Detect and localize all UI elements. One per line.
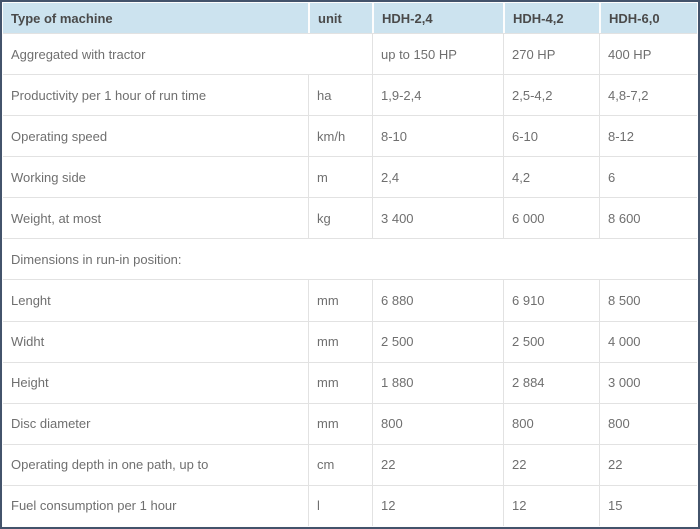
unit-cell: km/h: [308, 115, 372, 157]
value-cell: 1,9-2,4: [372, 74, 503, 116]
value-cell: 6-10: [503, 115, 599, 157]
value-cell: 3 000: [599, 361, 697, 403]
value-cell: 2 500: [372, 320, 503, 362]
table-row: Aggregated with tractor up to 150 HP 270 H…: [3, 33, 697, 75]
table-header: Type of machine unit HDH-2,4 HDH-4,2 HDH…: [3, 3, 697, 33]
col-header-unit: unit: [308, 3, 372, 33]
row-label-cell: Widht: [3, 320, 308, 362]
value-cell: 800: [503, 402, 599, 444]
value-cell: 22: [503, 443, 599, 485]
value-cell: 2,4: [372, 156, 503, 198]
value-cell: 12: [372, 484, 503, 526]
row-label-cell: Fuel consumption per 1 hour: [3, 484, 308, 526]
unit-cell: cm: [308, 443, 372, 485]
value-cell: 2 500: [503, 320, 599, 362]
header-row: Type of machine unit HDH-2,4 HDH-4,2 HDH…: [3, 3, 697, 33]
value-cell: 8-12: [599, 115, 697, 157]
value-cell: 15: [599, 484, 697, 526]
machine-specs-table: Type of machine unit HDH-2,4 HDH-4,2 HDH…: [3, 3, 697, 526]
unit-cell: kg: [308, 197, 372, 239]
unit-cell: l: [308, 484, 372, 526]
table-row: Weight, at most kg 3 400 6 000 8 600: [3, 197, 697, 239]
value-cell: 8 500: [599, 279, 697, 321]
value-cell: 6 910: [503, 279, 599, 321]
table-row: Operating speed km/h 8-10 6-10 8-12: [3, 115, 697, 157]
table-row: Disc diameter mm 800 800 800: [3, 402, 697, 444]
unit-cell: mm: [308, 320, 372, 362]
value-cell: 3 400: [372, 197, 503, 239]
value-cell: 6 000: [503, 197, 599, 239]
row-label-cell: Disc diameter: [3, 402, 308, 444]
unit-cell: mm: [308, 279, 372, 321]
table-row: Productivity per 1 hour of run time ha 1,9…: [3, 74, 697, 116]
value-cell: 4,2: [503, 156, 599, 198]
section-row: Dimensions in run-in position:: [3, 238, 697, 280]
value-cell: 6: [599, 156, 697, 198]
value-cell: 270 HP: [503, 33, 599, 75]
value-cell: 4 000: [599, 320, 697, 362]
section-label-cell: Dimensions in run-in position:: [3, 238, 697, 280]
table-body: Aggregated with tractor up to 150 HP 270 H…: [3, 33, 697, 526]
row-label-cell: Productivity per 1 hour of run time: [3, 74, 308, 116]
value-cell: 22: [599, 443, 697, 485]
unit-cell: mm: [308, 402, 372, 444]
row-label-cell: Operating speed: [3, 115, 308, 157]
value-cell: 2,5-4,2: [503, 74, 599, 116]
value-cell: 4,8-7,2: [599, 74, 697, 116]
value-cell: 1 880: [372, 361, 503, 403]
table-row: Widht mm 2 500 2 500 4 000: [3, 320, 697, 362]
table-row: Operating depth in one path, up to cm 22 22…: [3, 443, 697, 485]
row-label-cell: Working side: [3, 156, 308, 198]
value-cell: 8 600: [599, 197, 697, 239]
value-cell: 12: [503, 484, 599, 526]
row-label-cell: Lenght: [3, 279, 308, 321]
value-cell: 800: [372, 402, 503, 444]
value-cell: 400 HP: [599, 33, 697, 75]
col-header-hdh-6-0: HDH-6,0: [599, 3, 697, 33]
unit-cell: m: [308, 156, 372, 198]
value-cell: 6 880: [372, 279, 503, 321]
col-header-hdh-2-4: HDH-2,4: [372, 3, 503, 33]
row-label-cell: Aggregated with tractor: [3, 33, 372, 75]
value-cell: up to 150 HP: [372, 33, 503, 75]
value-cell: 22: [372, 443, 503, 485]
table-row: Working side m 2,4 4,2 6: [3, 156, 697, 198]
value-cell: 2 884: [503, 361, 599, 403]
table-row: Fuel consumption per 1 hour l 12 12 15: [3, 484, 697, 526]
value-cell: 800: [599, 402, 697, 444]
row-label-cell: Height: [3, 361, 308, 403]
table-row: Lenght mm 6 880 6 910 8 500: [3, 279, 697, 321]
row-label-cell: Operating depth in one path, up to: [3, 443, 308, 485]
unit-cell: ha: [308, 74, 372, 116]
table-row: Height mm 1 880 2 884 3 000: [3, 361, 697, 403]
col-header-hdh-4-2: HDH-4,2: [503, 3, 599, 33]
col-header-type-of-machine: Type of machine: [3, 3, 308, 33]
unit-cell: mm: [308, 361, 372, 403]
row-label-cell: Weight, at most: [3, 197, 308, 239]
value-cell: 8-10: [372, 115, 503, 157]
